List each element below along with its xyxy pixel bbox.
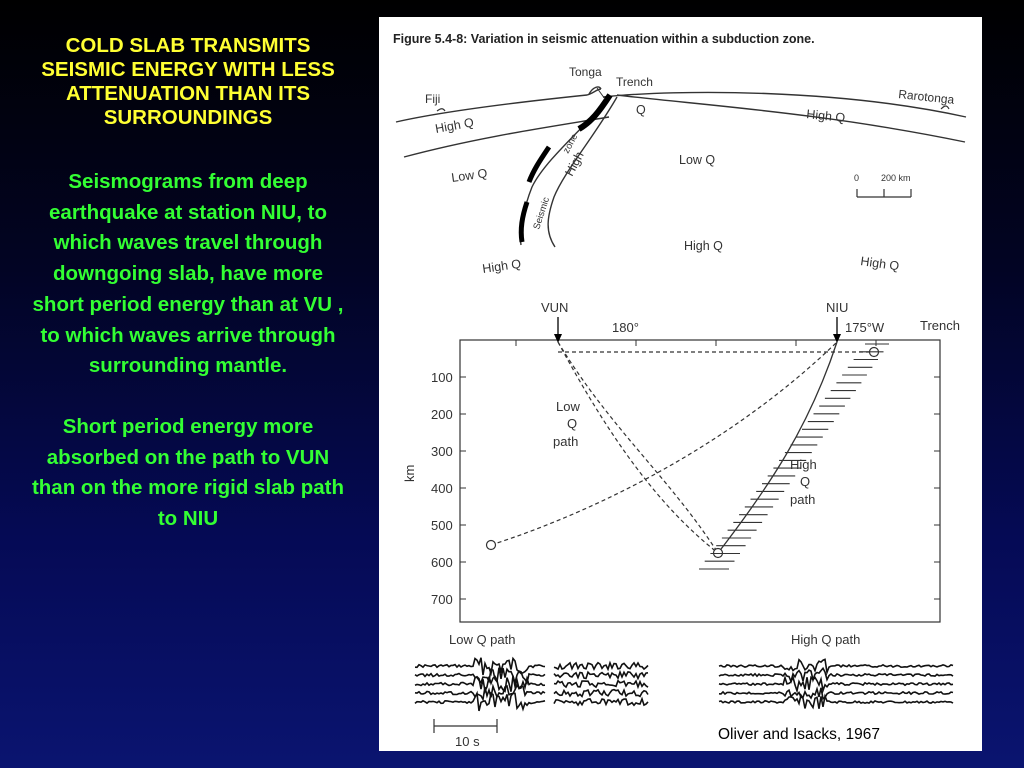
- label-high-q-right: High Q: [806, 107, 846, 125]
- trench-pointer-line: [596, 87, 606, 100]
- seismogram-trace: [414, 690, 546, 712]
- seismogram-trace: [414, 683, 546, 702]
- depth-tick-400: 400: [431, 481, 453, 496]
- depth-tick-600: 600: [431, 555, 453, 570]
- subduction-map: Fiji Tonga Trench Rarotonga High Q Q Hig…: [395, 65, 967, 276]
- map-scale-bar: 0 200 km: [854, 173, 912, 198]
- seismogram-trace: [553, 688, 649, 698]
- depth-tick-300: 300: [431, 444, 453, 459]
- depth-tick-100: 100: [431, 370, 453, 385]
- time-scale-label: 10 s: [455, 734, 480, 749]
- seismogram-trace: [718, 666, 954, 684]
- seismogram-trace: [553, 660, 649, 672]
- low-q-seismogram-traces: [414, 656, 649, 712]
- label-q-top: Q: [636, 103, 646, 117]
- depth-section-frame: [459, 339, 941, 623]
- tonga-island-bump: [588, 86, 602, 95]
- vun-arrowhead: [554, 334, 562, 343]
- seismic-zone-middle-band: [526, 145, 552, 183]
- label-high-q-bottom-left: High Q: [481, 257, 522, 276]
- fiji-bump: [436, 108, 446, 112]
- seismogram-trace: [414, 656, 546, 677]
- label-low-q-left: Low Q: [450, 166, 488, 185]
- seismogram-trace: [718, 658, 954, 676]
- depth-ticks: [460, 340, 940, 600]
- seismic-zone-upper-band: [577, 93, 613, 132]
- slide-text-panel: COLD SLAB TRANSMITS SEISMIC ENERGY WITH …: [30, 34, 346, 535]
- low-q-path-label-line3: path: [553, 434, 578, 449]
- slide-title: COLD SLAB TRANSMITS SEISMIC ENERGY WITH …: [41, 34, 335, 129]
- depth-tick-500: 500: [431, 518, 453, 533]
- seismogram-trace: [414, 675, 546, 694]
- upper-plate-surface: [395, 88, 602, 123]
- explanation-paragraph-1: Seismograms from deep earthquake at stat…: [32, 170, 344, 378]
- figure-panel: Fiji Tonga Trench Rarotonga High Q Q Hig…: [379, 17, 982, 751]
- vun-to-deep-event-dashed-path: [557, 341, 719, 554]
- low-q-path-label-line1: Low: [556, 399, 580, 414]
- depth-tick-200: 200: [431, 407, 453, 422]
- vun-curved-path: [557, 341, 719, 554]
- ocean-plate-base: [616, 94, 966, 143]
- station-label-vun: VUN: [541, 300, 568, 315]
- longitude-label-180: 180°: [612, 320, 639, 335]
- seismograms: Low Q path High Q path 10 s: [414, 632, 954, 749]
- high-q-path-label-line2: Q: [800, 474, 810, 489]
- scale-zero-label: 0: [854, 173, 859, 183]
- high-q-seismogram-label: High Q path: [791, 632, 860, 647]
- section-trench-label: Trench: [920, 318, 960, 333]
- station-label-niu: NIU: [826, 300, 848, 315]
- seismogram-trace: [718, 674, 954, 694]
- depth-tick-700: 700: [431, 592, 453, 607]
- label-high-q-left: High Q: [434, 115, 475, 136]
- place-label-fiji: Fiji: [425, 92, 440, 106]
- seismogram-trace: [718, 693, 954, 710]
- subduction-attenuation-figure: Fiji Tonga Trench Rarotonga High Q Q Hig…: [395, 65, 967, 749]
- seismogram-trace: [718, 686, 954, 700]
- left-event-marker: [485, 539, 497, 551]
- low-q-path-dashed: [490, 341, 838, 546]
- seismogram-trace: [553, 679, 649, 690]
- ocean-plate-surface: [602, 91, 967, 118]
- label-high-q-center: High Q: [684, 239, 723, 253]
- high-q-path-label-line1: High: [790, 457, 817, 472]
- low-q-path-label-line2: Q: [567, 416, 577, 431]
- low-q-seismogram-label: Low Q path: [449, 632, 516, 647]
- longitude-label-175w: 175°W: [845, 320, 885, 335]
- label-high-q-bottom-right: High Q: [860, 254, 901, 273]
- niu-arrowhead: [833, 334, 841, 343]
- high-q-path-solid: [717, 341, 838, 554]
- place-label-trench: Trench: [616, 75, 653, 89]
- slab-bottom-boundary: [547, 96, 618, 248]
- figure-caption: Figure 5.4-8: Variation in seismic atten…: [393, 32, 815, 46]
- seismogram-trace: [553, 696, 649, 707]
- time-scale-bar: 10 s: [433, 719, 498, 749]
- place-label-tonga: Tonga: [569, 65, 602, 79]
- place-label-rarotonga: Rarotonga: [898, 87, 956, 107]
- scale-length-label: 200 km: [881, 173, 911, 183]
- seismogram-trace: [553, 669, 649, 681]
- figure-credit: Oliver and Isacks, 1967: [718, 726, 880, 743]
- seismic-zone-lower-band: [518, 201, 530, 243]
- slab-hatching: [699, 343, 889, 570]
- label-low-q-center: Low Q: [679, 153, 715, 167]
- depth-section: 100 200 300 400 500 600 700 km VUN NIU 1…: [402, 300, 960, 623]
- depth-axis-label: km: [402, 465, 417, 482]
- high-q-seismogram-traces: [718, 658, 954, 710]
- explanation-paragraph-2: Short period energy more absorbed on the…: [31, 414, 345, 531]
- rarotonga-bump: [940, 105, 950, 110]
- high-q-path-label-line3: path: [790, 492, 815, 507]
